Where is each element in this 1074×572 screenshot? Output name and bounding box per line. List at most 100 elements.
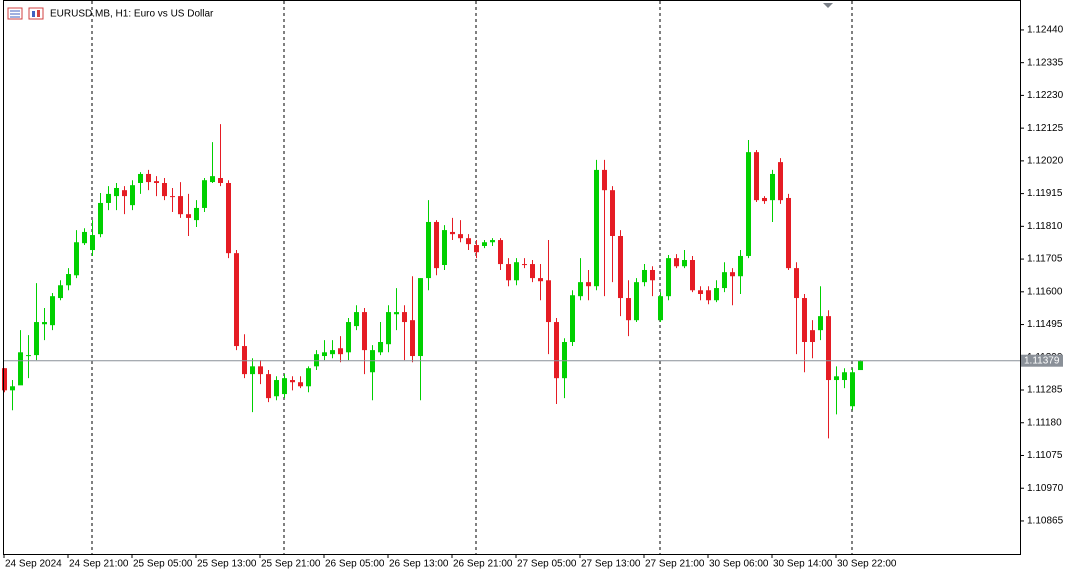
- candle-body: [234, 253, 239, 347]
- x-tick-label: 25 Sep 21:00: [261, 559, 321, 570]
- x-tick-label: 25 Sep 05:00: [133, 559, 193, 570]
- candle-body: [522, 264, 527, 266]
- candle-body: [282, 378, 287, 395]
- candle-body: [346, 322, 351, 353]
- candle-body: [266, 374, 271, 399]
- candle-body: [194, 207, 199, 221]
- candle-body: [546, 280, 551, 323]
- candle-body: [570, 295, 575, 343]
- x-tick-label: 30 Sep 22:00: [837, 559, 897, 570]
- candle-body: [426, 221, 431, 279]
- candle-body: [698, 290, 703, 294]
- candle-body: [578, 282, 583, 297]
- candle-body: [178, 196, 183, 215]
- candle-body: [746, 152, 751, 256]
- x-tick-label: 26 Sep 13:00: [389, 559, 449, 570]
- candle-body: [450, 231, 455, 235]
- x-tick-label: 24 Sep 21:00: [69, 559, 129, 570]
- candle-body: [642, 269, 647, 283]
- last-price-box: [1021, 354, 1063, 367]
- y-tick-label: 1.10970: [1027, 483, 1064, 494]
- y-tick-label: 1.12230: [1027, 90, 1064, 101]
- x-tick-label: 27 Sep 21:00: [645, 559, 705, 570]
- x-tick-label: 30 Sep 14:00: [773, 559, 833, 570]
- candle-body: [74, 242, 79, 276]
- candle-body: [634, 282, 639, 321]
- candle-body: [794, 268, 799, 299]
- candle-body: [2, 368, 7, 391]
- candle-body: [714, 288, 719, 301]
- y-tick-label: 1.12335: [1027, 57, 1064, 68]
- candle-body: [770, 173, 775, 201]
- candle-body: [378, 342, 383, 353]
- candle-body: [338, 348, 343, 355]
- candle-body: [58, 285, 63, 299]
- candle-body: [362, 312, 367, 351]
- candle-body: [826, 316, 831, 381]
- candle-body: [306, 368, 311, 387]
- candle-body: [250, 366, 255, 375]
- candle-body: [138, 173, 143, 184]
- x-tick-label: 27 Sep 05:00: [517, 559, 577, 570]
- candle-body: [458, 234, 463, 239]
- x-tick-label: 24 Sep 2024: [5, 559, 62, 570]
- candle-body: [258, 366, 263, 375]
- candle-body: [386, 312, 391, 345]
- candle-body: [186, 214, 191, 218]
- candle-body: [202, 180, 207, 208]
- x-tick-label: 26 Sep 21:00: [453, 559, 513, 570]
- x-tick-label: 30 Sep 06:00: [709, 559, 769, 570]
- candle-body: [690, 260, 695, 291]
- candle-body: [26, 355, 31, 357]
- candle-body: [554, 322, 559, 379]
- candle-body: [354, 312, 359, 327]
- candle-body: [810, 330, 815, 343]
- candle-body: [82, 231, 87, 244]
- candle-body: [394, 312, 399, 315]
- candle-body: [34, 322, 39, 356]
- candle-body: [218, 178, 223, 184]
- candle-body: [418, 278, 423, 357]
- candle-body: [730, 272, 735, 277]
- candle-body: [154, 181, 159, 184]
- candle-body: [562, 342, 567, 379]
- candle-body: [146, 173, 151, 183]
- candle-body: [402, 312, 407, 323]
- candle-body: [474, 245, 479, 253]
- candle-body: [682, 260, 687, 267]
- candle-body: [210, 176, 215, 183]
- y-tick-label: 1.10865: [1027, 516, 1064, 527]
- candle-body: [802, 298, 807, 343]
- candle-body: [10, 386, 15, 391]
- candle-body: [738, 255, 743, 277]
- x-tick-label: 26 Sep 05:00: [325, 559, 385, 570]
- candle-body: [242, 346, 247, 375]
- candle-body: [626, 298, 631, 321]
- candle-body: [122, 190, 127, 197]
- candle-body: [50, 296, 55, 326]
- candle-body: [514, 262, 519, 281]
- y-tick-label: 1.11180: [1027, 417, 1062, 428]
- candle-body: [538, 278, 543, 282]
- candle-body: [106, 193, 111, 203]
- candle-body: [298, 382, 303, 387]
- candle-body: [594, 169, 599, 287]
- y-tick-label: 1.11285: [1027, 385, 1063, 396]
- candle-body: [834, 376, 839, 381]
- plot-frame: [3, 0, 1021, 555]
- candle-body: [330, 350, 335, 355]
- candle-body: [482, 242, 487, 246]
- candle-body: [650, 269, 655, 281]
- candle-body: [162, 183, 167, 197]
- y-tick-label: 1.11810: [1027, 221, 1063, 232]
- candle-body: [290, 380, 295, 383]
- last-price-label: 1.11379: [1024, 355, 1060, 366]
- candle-body: [466, 238, 471, 245]
- symbol-icons: [7, 7, 44, 20]
- candle-body: [666, 258, 671, 297]
- candle-body: [754, 152, 759, 201]
- candle-body: [18, 352, 23, 386]
- candle-body: [226, 183, 231, 254]
